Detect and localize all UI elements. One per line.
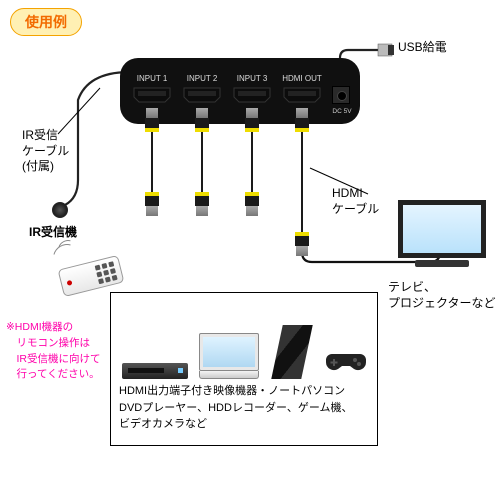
port-label: INPUT 2	[181, 74, 223, 83]
ir-cable-label: IR受信ケーブル(付属)	[22, 128, 69, 175]
dev-line1: HDMI出力端子付き映像機器・ノートパソコン	[119, 385, 345, 397]
dvd-player-icon	[122, 363, 188, 379]
port-label: INPUT 1	[131, 74, 173, 83]
hdmi-port	[232, 86, 272, 104]
tv-label: テレビ、プロジェクターなど	[388, 280, 496, 311]
usb-power-label: USB給電	[398, 40, 447, 56]
laptop-icon	[199, 333, 259, 379]
dc-jack	[332, 86, 352, 106]
remote-usage-note: ※HDMI機器の リモコン操作は IR受信機に向けて 行ってください。	[6, 320, 101, 383]
gamepad-icon	[326, 350, 366, 379]
source-devices-box: HDMI出力端子付き映像機器・ノートパソコン DVDプレーヤー、HDDレコーダー…	[110, 292, 378, 446]
hdmi-cable-label: HDMIケーブル	[332, 186, 379, 217]
tv-display-icon	[398, 200, 486, 267]
usage-example-badge: 使用例	[10, 8, 82, 36]
dc-label: DC 5V	[328, 108, 356, 115]
hdmi-cable	[296, 108, 308, 256]
port-label: HDMI OUT	[281, 74, 323, 83]
hdmi-port	[132, 86, 172, 104]
hdmi-cable	[246, 108, 258, 216]
hdmi-cable	[196, 108, 208, 216]
hdmi-port	[282, 86, 322, 104]
port-label: INPUT 3	[231, 74, 273, 83]
hdmi-port	[182, 86, 222, 104]
dev-line2: DVDプレーヤー、HDDレコーダー、ゲーム機、	[119, 402, 353, 414]
ir-receiver-label: IR受信機	[29, 225, 77, 241]
game-console-icon	[269, 325, 315, 379]
dev-line3: ビデオカメラなど	[119, 418, 207, 430]
devices-description: HDMI出力端子付き映像機器・ノートパソコン DVDプレーヤー、HDDレコーダー…	[111, 379, 377, 439]
ir-receiver-sensor	[52, 202, 68, 218]
hdmi-cable	[146, 108, 158, 216]
